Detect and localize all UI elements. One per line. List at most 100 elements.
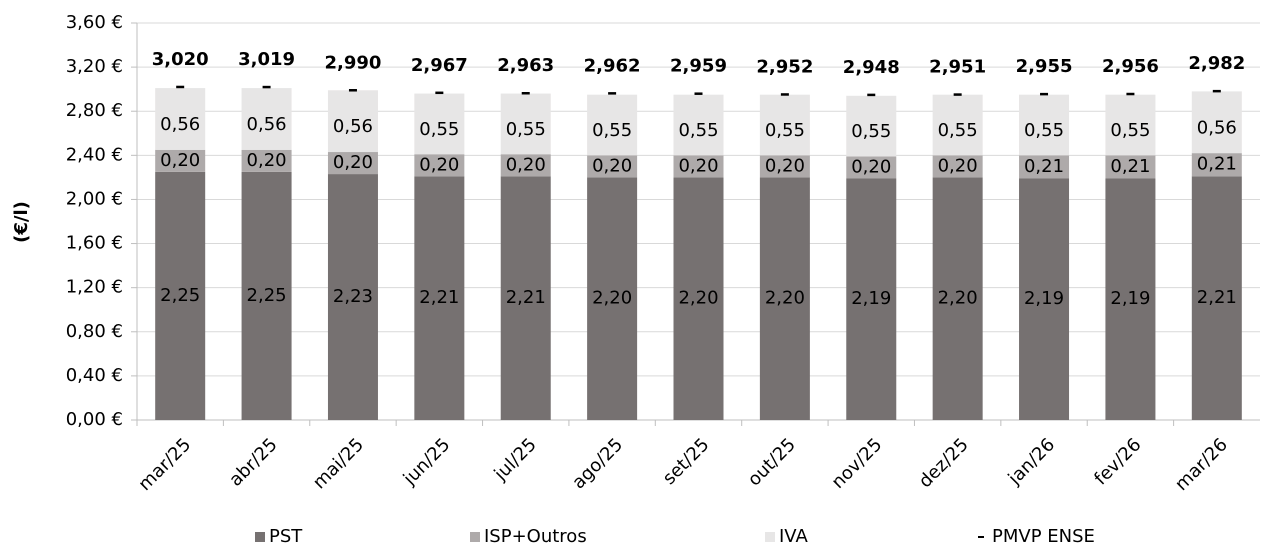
data-label: 0,21: [1110, 156, 1150, 177]
y-tick-label: 2,40 €: [66, 144, 123, 165]
bar-segment: [1105, 178, 1156, 420]
bar-segment: [673, 155, 724, 178]
data-label: 0,55: [938, 120, 978, 141]
bar-segment: [1019, 94, 1070, 156]
bar-segment: [414, 93, 465, 155]
bar-segment: [932, 177, 983, 420]
data-label: 2,23: [333, 286, 373, 307]
data-label: 2,952: [756, 56, 813, 77]
y-tick-label: 1,20 €: [66, 277, 123, 298]
data-label: 2,21: [506, 287, 546, 308]
data-label: 0,20: [333, 152, 373, 173]
bar-segment: [1019, 155, 1070, 179]
data-label: 2,25: [247, 285, 287, 306]
bar-segment: [846, 156, 897, 179]
data-label: 2,990: [324, 52, 381, 73]
x-tick-label: abr/25: [225, 434, 281, 490]
legend-label: IVA: [779, 526, 808, 547]
bar-segment: [846, 95, 897, 157]
data-label: 0,55: [592, 120, 632, 141]
x-tick-label: dez/25: [915, 434, 973, 492]
data-label: 0,20: [592, 155, 632, 176]
y-tick-label: 3,20 €: [66, 56, 123, 77]
legend-marker: [255, 532, 265, 542]
legend-label: PST: [269, 526, 303, 547]
data-label: 0,55: [1024, 120, 1064, 141]
x-tick-label: ago/25: [568, 434, 627, 493]
data-label: 2,21: [1197, 287, 1237, 308]
data-label: 0,20: [678, 155, 718, 176]
data-label: 0,55: [765, 120, 805, 141]
y-axis-label: (€/l): [11, 201, 32, 243]
data-label: 0,56: [247, 114, 287, 135]
x-tick-label: set/25: [659, 434, 714, 489]
bar-segment: [500, 93, 551, 155]
bar-segment: [414, 154, 465, 177]
data-label: 3,019: [238, 49, 295, 70]
bar-segment: [932, 155, 983, 178]
data-label: 2,20: [592, 288, 632, 309]
data-label: 0,55: [851, 121, 891, 142]
bar-segment: [932, 94, 983, 156]
data-label: 2,982: [1188, 53, 1245, 74]
bar-segment: [587, 155, 638, 178]
data-label: 0,55: [678, 120, 718, 141]
bar-segment: [759, 155, 810, 178]
data-label: 2,956: [1102, 56, 1159, 77]
data-label: 0,20: [419, 154, 459, 175]
x-tick-label: mai/25: [309, 434, 368, 493]
data-label: 0,21: [1024, 156, 1064, 177]
y-tick-label: 2,80 €: [66, 100, 123, 121]
bar-segment: [759, 177, 810, 420]
data-label: 2,19: [851, 288, 891, 309]
bar-segment: [1105, 155, 1156, 179]
data-label: 0,20: [506, 154, 546, 175]
data-label: 0,20: [851, 156, 891, 177]
bar-segment: [587, 177, 638, 420]
bar-segment: [414, 176, 465, 420]
bar-segment: [155, 88, 206, 150]
bar-segment: [673, 94, 724, 156]
data-label: 2,19: [1024, 288, 1064, 309]
x-tick-label: fev/26: [1090, 434, 1145, 489]
y-tick-label: 0,40 €: [66, 365, 123, 386]
legend-label: PMVP ENSE: [992, 526, 1095, 547]
data-label: 0,20: [765, 155, 805, 176]
bar-segment: [500, 176, 551, 420]
data-label: 0,56: [1197, 117, 1237, 138]
data-label: 2,955: [1016, 56, 1073, 77]
x-tick-label: jul/25: [490, 434, 541, 485]
x-tick-label: mar/26: [1171, 434, 1232, 495]
data-label: 2,19: [1110, 288, 1150, 309]
data-label: 2,959: [670, 56, 727, 77]
data-label: 0,20: [160, 150, 200, 171]
data-label: 0,56: [333, 116, 373, 137]
data-label: 0,55: [506, 119, 546, 140]
data-label: 0,55: [419, 119, 459, 140]
data-label: 2,963: [497, 55, 554, 76]
data-label: 0,20: [938, 155, 978, 176]
data-label: 3,020: [152, 49, 209, 70]
bar-segment: [241, 88, 292, 150]
data-label: 2,21: [419, 287, 459, 308]
data-label: 2,962: [584, 55, 641, 76]
x-tick-label: mar/25: [134, 434, 195, 495]
data-label: 2,20: [678, 288, 718, 309]
y-tick-label: 0,00 €: [66, 409, 123, 430]
bar-segment: [673, 177, 724, 420]
x-tick-label: jun/25: [399, 434, 455, 490]
bar-segment: [155, 171, 206, 420]
bar-segment: [241, 171, 292, 420]
bar-segment: [241, 149, 292, 172]
bar-segment: [327, 152, 378, 175]
data-label: 2,25: [160, 285, 200, 306]
data-label: 0,56: [160, 114, 200, 135]
y-tick-label: 0,80 €: [66, 321, 123, 342]
legend-label: ISP+Outros: [484, 526, 587, 547]
bar-segment: [500, 154, 551, 177]
bar-segment: [846, 178, 897, 420]
bar-segment: [327, 90, 378, 153]
x-tick-label: out/25: [744, 434, 800, 490]
bar-segment: [1019, 178, 1070, 420]
data-label: 2,951: [929, 57, 986, 78]
